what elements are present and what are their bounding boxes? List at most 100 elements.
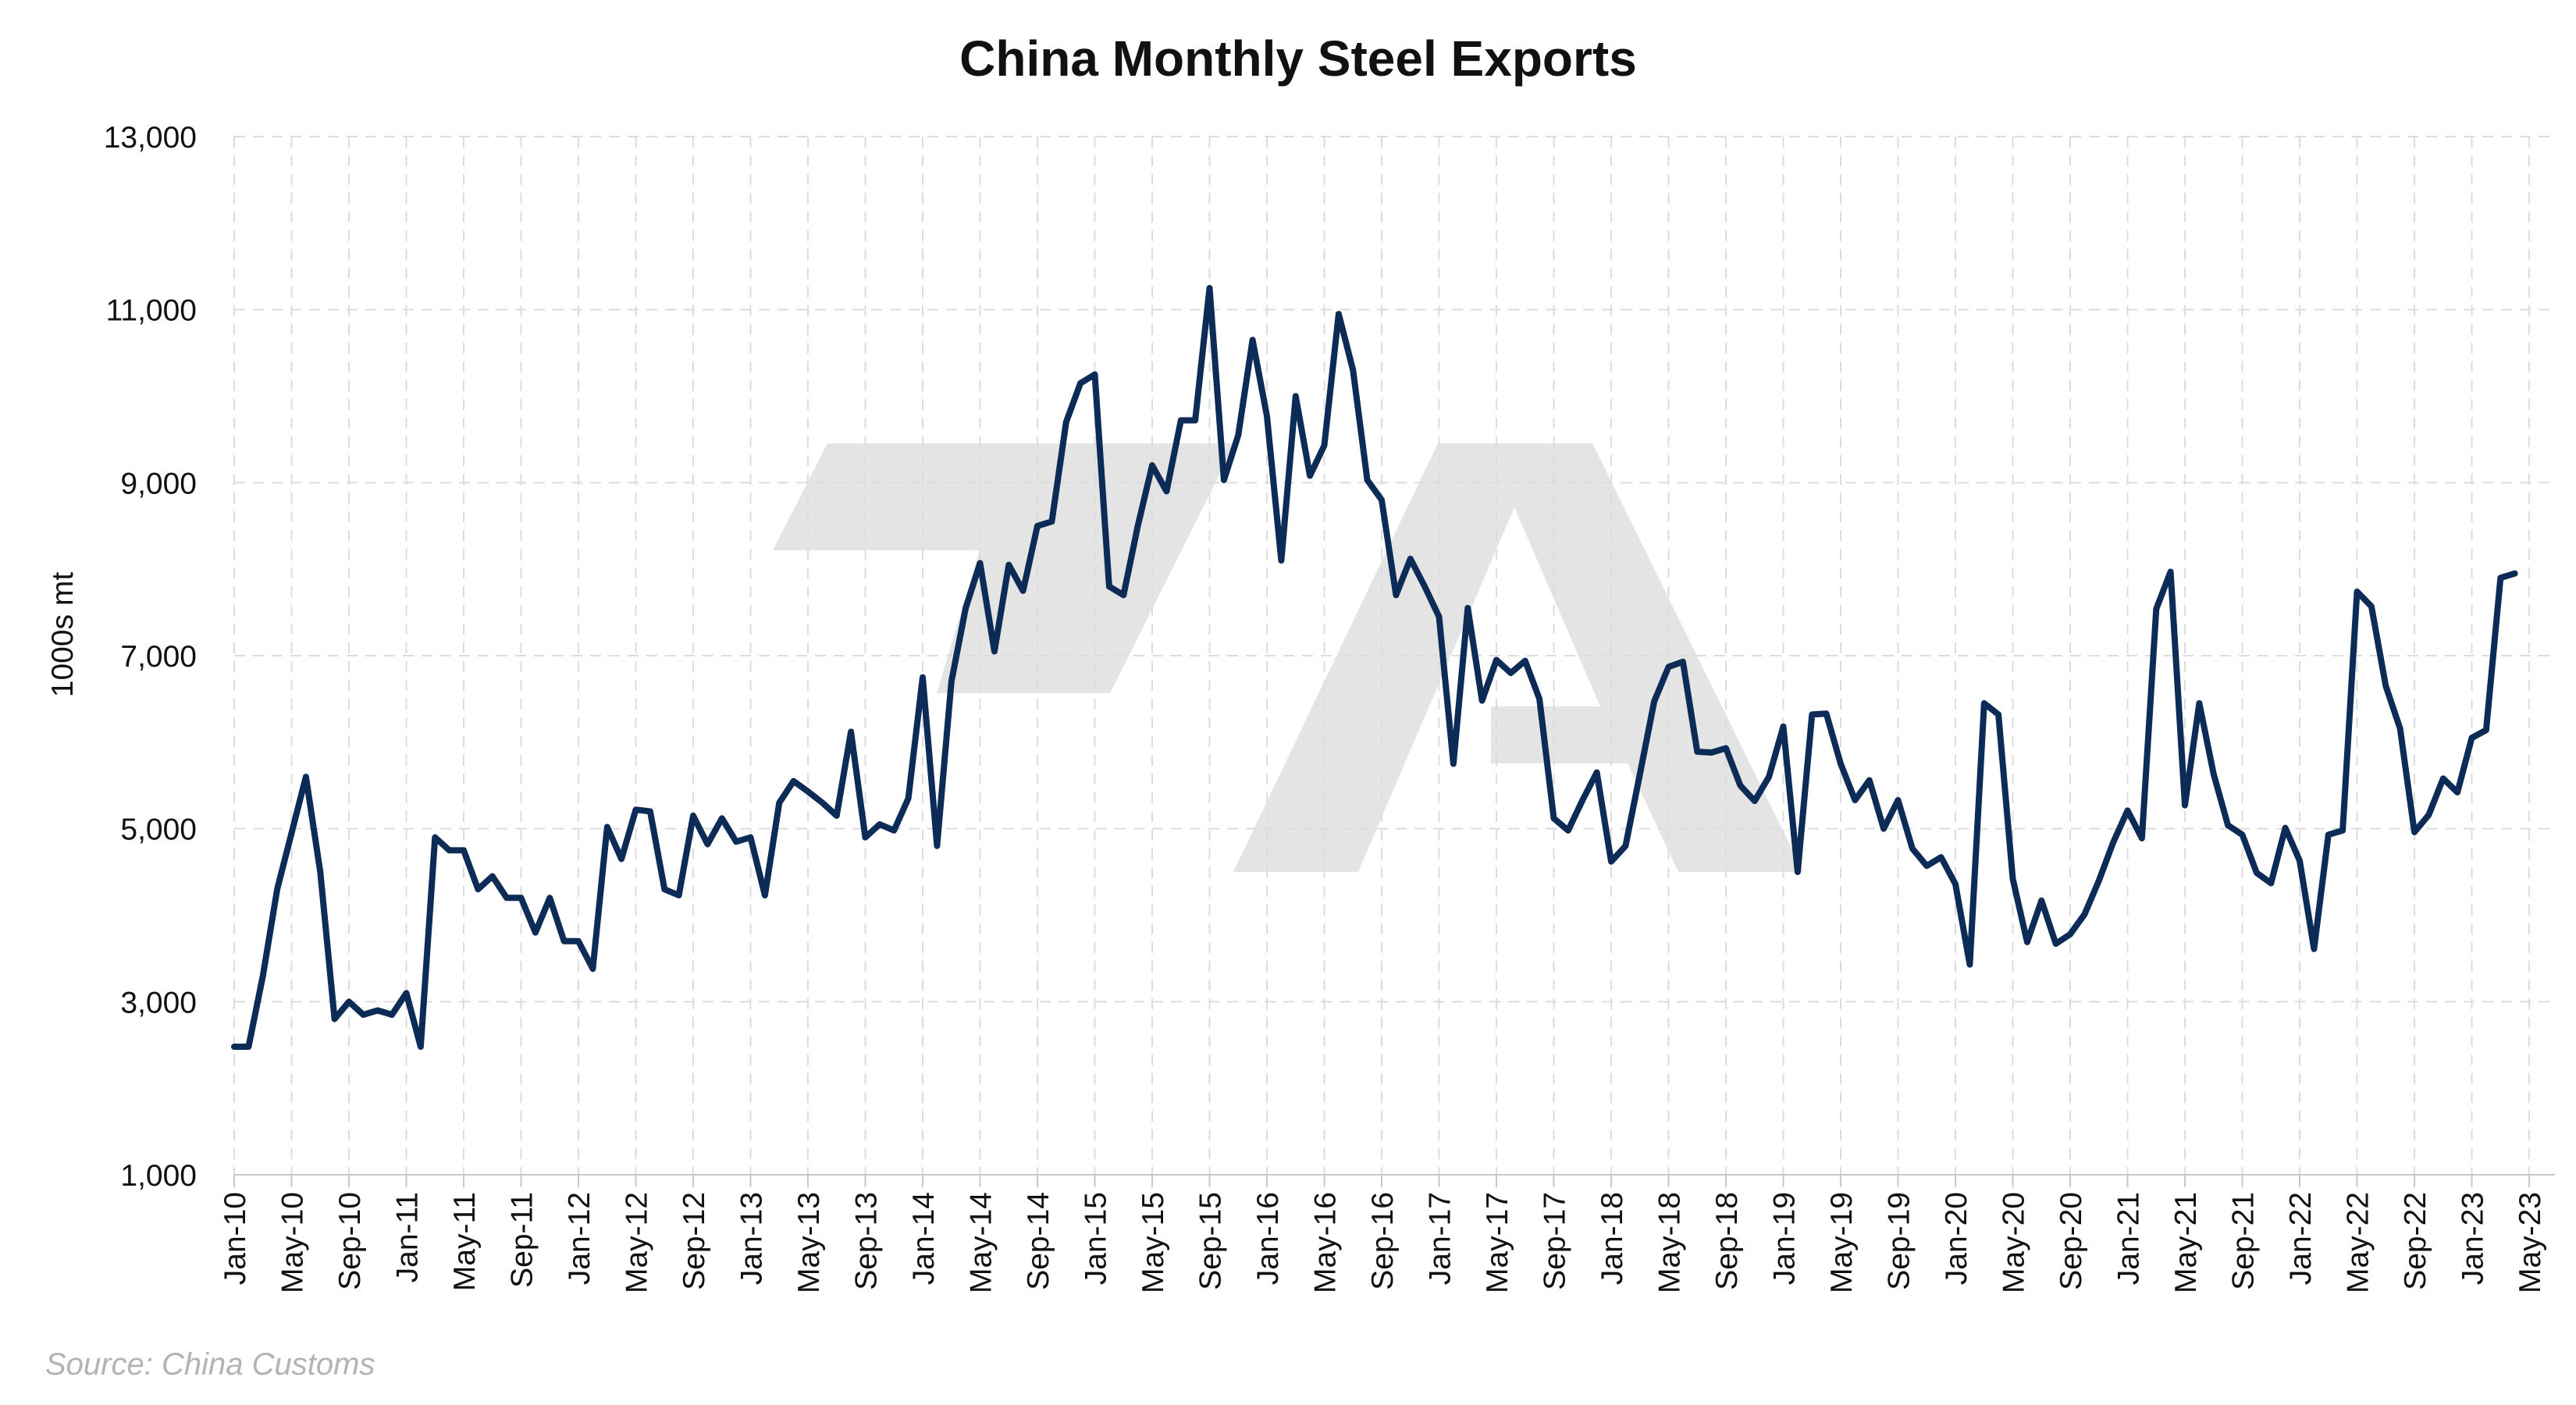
data-point [1795,869,1801,875]
data-point [1336,311,1342,317]
data-point [2182,802,2188,809]
data-point [748,834,754,841]
data-point [1923,863,1930,869]
data-point [1077,380,1083,386]
data-point [2081,911,2087,917]
x-axis: Jan-10 May-10 Sep-10 Jan-11 May-11 Sep-11 Jan-… [219,1175,2547,1293]
data-point [1709,749,1715,756]
data-point [2397,725,2403,731]
x-tick-label: May-15 [1137,1192,1170,1293]
x-tick-label: Sep-11 [506,1192,539,1288]
data-point [1048,518,1055,525]
data-point [1737,782,1743,788]
x-tick-label: Sep-16 [1366,1192,1400,1290]
data-point [1149,462,1155,468]
data-point [1120,592,1126,598]
data-point [2096,877,2102,884]
data-point [1809,711,1815,717]
data-point [2225,822,2231,828]
data-point [776,799,782,806]
data-point [1838,761,1844,767]
chart-title: China Monthly Steel Exports [959,30,1637,87]
data-point [2454,789,2460,795]
x-tick-label: May-21 [2169,1192,2203,1293]
data-point [2483,727,2489,733]
data-point [447,847,453,853]
data-point [2311,946,2317,952]
data-point [891,827,897,834]
data-point [346,998,352,1005]
x-tick-label: Jan-13 [735,1192,769,1285]
data-point [805,788,811,795]
data-point [1163,488,1169,494]
data-point [1421,583,1428,589]
data-point [819,799,825,806]
x-tick-label: Jan-18 [1596,1192,1629,1285]
data-point [317,869,323,875]
data-point [1938,854,1944,860]
data-point [2038,898,2044,904]
x-tick-label: May-13 [792,1192,826,1293]
data-point [1723,745,1729,752]
data-point [2125,807,2131,813]
data-point [404,990,410,996]
data-point [2254,870,2260,876]
data-point [1666,663,1672,670]
data-point [1895,797,1902,803]
data-point [1952,881,1959,887]
x-tick-label: Jan-17 [1424,1192,1457,1285]
data-point [1192,418,1198,424]
data-point [360,1012,366,1018]
x-tick-label: May-22 [2342,1192,2375,1293]
x-tick-label: Sep-12 [678,1192,711,1290]
data-point [1264,413,1270,419]
x-tick-label: Sep-21 [2227,1192,2261,1290]
data-point [2153,606,2159,612]
data-point [260,973,266,979]
data-point [1221,477,1227,483]
data-point [2382,683,2389,689]
data-point [432,834,438,841]
data-point [604,823,610,830]
x-tick-label: Jan-21 [2112,1192,2146,1285]
data-point [1536,695,1542,702]
data-point [1522,658,1528,664]
y-tick-label: 11,000 [106,294,197,328]
data-point [1507,670,1514,676]
data-point [231,1044,237,1050]
data-point [1479,698,1485,704]
data-point [1966,962,1973,968]
data-point [2411,829,2418,835]
data-point [1622,843,1628,849]
data-point [1436,614,1443,620]
data-point [1594,770,1600,776]
x-tick-label: Sep-13 [850,1192,884,1290]
data-point [676,892,682,898]
data-point [991,648,998,654]
x-tick-label: May-17 [1481,1192,1514,1293]
data-point [2354,589,2361,595]
data-point [461,847,467,853]
data-point [489,873,496,880]
y-tick-label: 7,000 [120,640,197,674]
x-tick-label: May-23 [2514,1192,2547,1293]
data-point [834,813,840,819]
x-tick-label: Jan-20 [1940,1192,1973,1285]
data-point [1551,815,1557,821]
data-point [1278,557,1284,564]
data-point [1106,583,1112,589]
grid-lines [233,136,2555,1175]
data-point [2211,771,2217,777]
data-point [1293,393,1299,400]
data-point [1637,771,1643,777]
x-tick-label: Jan-15 [1080,1192,1113,1285]
data-point [948,678,955,685]
x-tick-label: May-11 [448,1192,482,1291]
data-point [934,843,940,849]
y-tick-label: 3,000 [120,986,197,1019]
data-point [2425,812,2432,818]
x-tick-label: May-10 [276,1192,310,1293]
x-tick-label: May-19 [1825,1192,1859,1293]
data-point [561,938,568,944]
y-tick-label: 5,000 [120,813,197,847]
